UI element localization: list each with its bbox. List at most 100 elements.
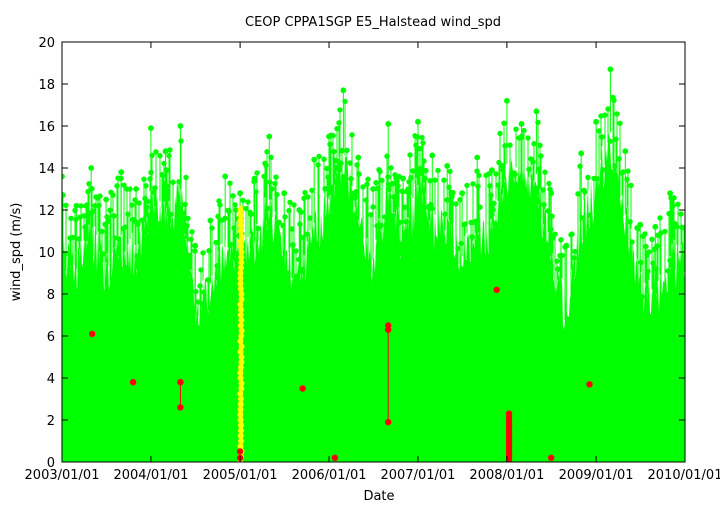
data-point [596,128,602,134]
data-point [667,257,673,264]
questionable-point [237,364,244,371]
data-point [421,158,427,164]
data-point [121,182,127,188]
data-point [228,241,234,248]
data-point [285,270,291,277]
data-point [145,198,151,205]
y-tick-label: 14 [38,162,55,177]
data-point [546,180,552,187]
questionable-point [238,438,244,444]
data-point [216,198,222,204]
envelope-point [103,196,109,203]
data-point [143,183,149,189]
data-point [349,132,355,138]
data-point [245,199,251,205]
y-tick-label: 12 [38,204,55,219]
data-point [365,176,371,182]
data-point [305,194,311,200]
data-point [639,294,645,300]
data-point [170,179,176,185]
envelope-point [518,121,525,127]
data-point [475,183,481,190]
bad-point [177,379,184,386]
data-point [289,226,295,232]
envelope-point [400,175,406,182]
data-point [74,288,80,295]
envelope-point [62,173,65,180]
data-point [337,107,343,113]
questionable-point [237,427,244,434]
questionable-point [237,212,244,219]
x-tick-label: 2008/01/01 [469,468,544,483]
data-point [153,149,159,155]
bad-point [385,418,392,426]
questionable-point [237,443,244,450]
data-point [441,177,447,183]
data-point [254,170,260,176]
data-point [232,202,238,208]
envelope-point [637,221,644,228]
data-point [384,153,390,159]
data-point [572,248,578,255]
data-point [469,234,475,240]
questionable-point [238,354,245,360]
data-point [156,221,162,227]
data-point [526,166,532,172]
data-point [307,215,313,221]
data-point [198,267,204,273]
questionable-point [238,233,245,240]
envelope-point [444,163,451,169]
data-point [188,236,194,242]
data-point [122,224,128,230]
data-point [282,214,288,220]
data-point [217,202,223,208]
data-point [447,168,453,175]
data-point [200,250,206,256]
data-point [607,138,613,144]
questionable-point [237,396,244,402]
bad-point [505,452,513,459]
data-point [507,142,513,148]
data-point [354,162,360,168]
data-point [99,228,105,234]
x-tick-label: 2003/01/01 [25,468,100,483]
data-point [348,176,354,182]
bad-point [236,448,244,455]
data-point [356,171,362,177]
data-point [490,207,496,213]
envelope-point [340,87,347,94]
data-point [575,191,581,197]
data-point [104,214,110,220]
envelope-point [177,123,184,129]
data-point [78,203,84,209]
data-point [116,236,122,242]
questionable-point [238,380,245,387]
series-good-area [62,132,685,462]
data-point [227,180,233,186]
data-point [587,212,593,218]
data-point [111,213,117,219]
data-point [114,183,120,189]
data-point [382,214,388,220]
questionable-point [237,411,244,418]
data-point [299,267,305,273]
data-point [233,207,239,213]
data-point [136,200,142,206]
bad-point [177,404,184,411]
data-point [97,193,103,199]
data-point [477,204,483,210]
data-point [432,177,438,183]
envelope-point [222,173,229,180]
questionable-point [238,333,245,339]
data-point [234,250,240,257]
bad-point [505,442,513,449]
data-point [555,266,561,272]
y-tick-label: 4 [47,372,55,387]
data-point [649,236,655,242]
envelope-point [296,207,303,213]
envelope-point [207,217,214,224]
data-point [542,169,548,175]
data-point [538,153,544,159]
data-point [407,152,413,158]
